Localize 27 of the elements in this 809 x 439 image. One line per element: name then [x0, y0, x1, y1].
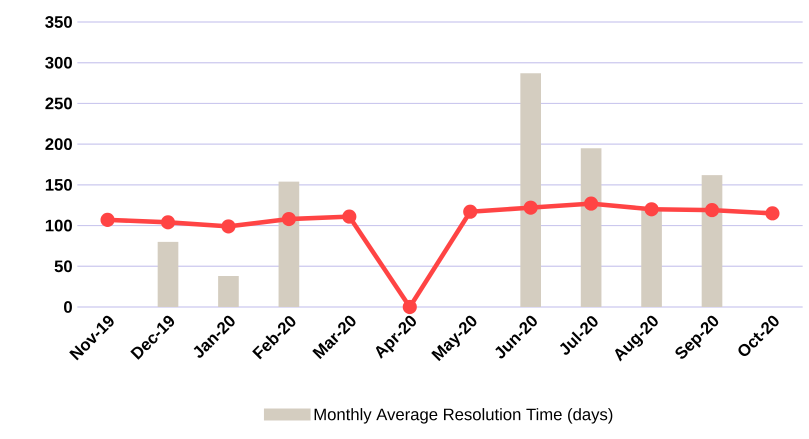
point [221, 219, 236, 234]
point [644, 202, 659, 216]
point [765, 206, 780, 220]
point [402, 300, 417, 314]
y-tick-label: 100 [46, 220, 72, 232]
bar [218, 276, 239, 307]
point [160, 215, 176, 230]
point [100, 212, 115, 227]
bar [278, 182, 300, 307]
point [584, 196, 598, 211]
bar [158, 242, 178, 307]
bar [702, 175, 722, 307]
point [524, 200, 538, 215]
legend-label: Monthly Average Resolution Time (days) [314, 408, 612, 424]
y-tick-label: 300 [45, 56, 72, 69]
y-tick-label: 250 [45, 98, 72, 110]
y-tick-label: 0 [64, 301, 72, 313]
bar [520, 73, 542, 307]
point [282, 212, 296, 226]
point [463, 204, 478, 219]
y-tick-label: 50 [54, 260, 72, 272]
y-tick-label: 350 [45, 16, 72, 28]
point [342, 210, 356, 224]
y-tick-label: 200 [45, 138, 72, 150]
y-tick-label: 150 [46, 178, 72, 191]
point [704, 203, 720, 218]
bar [580, 148, 602, 307]
